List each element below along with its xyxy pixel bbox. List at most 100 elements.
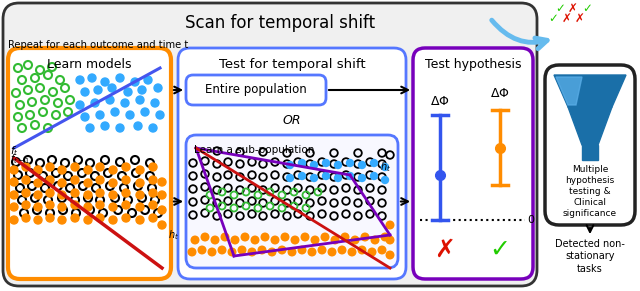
Circle shape — [301, 233, 309, 241]
Circle shape — [22, 189, 30, 197]
Circle shape — [96, 163, 104, 171]
Circle shape — [81, 88, 89, 96]
Circle shape — [94, 86, 102, 94]
Circle shape — [134, 122, 142, 130]
Circle shape — [109, 216, 117, 224]
Text: OR: OR — [283, 113, 301, 127]
Circle shape — [22, 201, 30, 209]
Circle shape — [71, 214, 79, 222]
Circle shape — [208, 248, 216, 256]
FancyBboxPatch shape — [178, 48, 406, 279]
Circle shape — [346, 159, 353, 166]
Circle shape — [58, 191, 66, 199]
Circle shape — [346, 173, 353, 180]
Circle shape — [96, 111, 104, 119]
Circle shape — [386, 251, 394, 259]
Circle shape — [116, 124, 124, 132]
Circle shape — [136, 203, 144, 211]
Circle shape — [348, 248, 356, 256]
Circle shape — [22, 163, 30, 171]
Circle shape — [46, 163, 54, 171]
Text: Scan for temporal shift: Scan for temporal shift — [185, 14, 375, 32]
Circle shape — [58, 203, 66, 211]
Circle shape — [10, 166, 18, 174]
Text: ✗: ✗ — [562, 12, 572, 25]
Circle shape — [10, 203, 18, 211]
Circle shape — [71, 189, 79, 197]
Circle shape — [122, 201, 130, 209]
Text: Multiple
hypothesis
testing &
Clinical
significance: Multiple hypothesis testing & Clinical s… — [563, 165, 617, 219]
Text: ✓: ✓ — [548, 12, 558, 25]
Circle shape — [201, 233, 209, 241]
Circle shape — [278, 246, 286, 254]
Text: ✓: ✓ — [555, 2, 565, 15]
Polygon shape — [556, 77, 582, 105]
Circle shape — [154, 84, 162, 92]
Circle shape — [291, 236, 299, 244]
Circle shape — [298, 246, 306, 254]
Circle shape — [371, 159, 378, 166]
Circle shape — [386, 221, 394, 229]
Circle shape — [122, 163, 130, 171]
Polygon shape — [582, 145, 598, 160]
Circle shape — [248, 248, 256, 256]
Circle shape — [10, 216, 18, 224]
Circle shape — [136, 191, 144, 199]
Circle shape — [156, 111, 164, 119]
Circle shape — [109, 203, 117, 211]
Circle shape — [158, 221, 166, 229]
Circle shape — [188, 248, 196, 256]
Circle shape — [288, 248, 296, 256]
Circle shape — [381, 164, 388, 171]
Circle shape — [298, 159, 305, 166]
Circle shape — [258, 246, 266, 254]
Circle shape — [81, 113, 89, 121]
Circle shape — [84, 216, 92, 224]
Circle shape — [351, 236, 359, 244]
Circle shape — [371, 173, 378, 180]
Circle shape — [287, 162, 294, 168]
Circle shape — [71, 176, 79, 184]
Text: Repeat for each outcome and time t: Repeat for each outcome and time t — [8, 40, 188, 50]
Circle shape — [122, 176, 130, 184]
Text: $h_t$: $h_t$ — [380, 160, 391, 174]
Circle shape — [111, 108, 119, 116]
Circle shape — [281, 233, 289, 241]
Circle shape — [158, 191, 166, 199]
Circle shape — [124, 88, 132, 96]
Circle shape — [211, 236, 219, 244]
Circle shape — [335, 175, 342, 182]
Circle shape — [149, 189, 157, 197]
Circle shape — [106, 96, 114, 104]
Circle shape — [136, 179, 144, 187]
Circle shape — [318, 246, 326, 254]
Circle shape — [218, 246, 226, 254]
Circle shape — [46, 189, 54, 197]
Circle shape — [149, 176, 157, 184]
Circle shape — [96, 189, 104, 197]
Circle shape — [149, 124, 157, 132]
Circle shape — [34, 191, 42, 199]
Circle shape — [84, 191, 92, 199]
Circle shape — [361, 233, 369, 241]
Circle shape — [141, 108, 149, 116]
Text: Test for temporal shift: Test for temporal shift — [219, 58, 365, 71]
Circle shape — [46, 176, 54, 184]
Circle shape — [310, 162, 317, 168]
Circle shape — [88, 74, 96, 82]
Circle shape — [231, 236, 239, 244]
Text: 0: 0 — [527, 215, 534, 225]
Circle shape — [191, 236, 199, 244]
Text: Test hypothesis: Test hypothesis — [425, 58, 521, 71]
Circle shape — [84, 203, 92, 211]
Circle shape — [71, 201, 79, 209]
Circle shape — [251, 236, 259, 244]
Circle shape — [109, 179, 117, 187]
Circle shape — [271, 236, 279, 244]
Circle shape — [10, 191, 18, 199]
Circle shape — [328, 248, 336, 256]
Circle shape — [122, 189, 130, 197]
Circle shape — [228, 248, 236, 256]
Circle shape — [71, 163, 79, 171]
Circle shape — [138, 86, 146, 94]
